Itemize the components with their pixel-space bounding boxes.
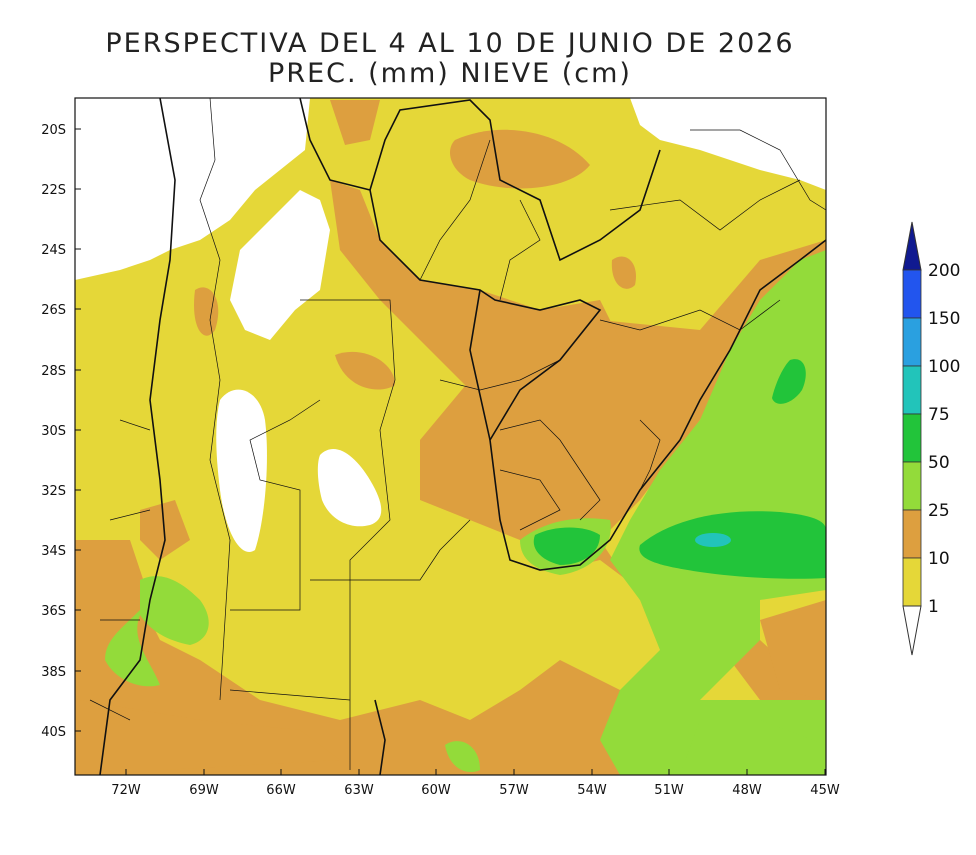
colorbar-label: 10 — [928, 549, 950, 569]
lat-label: 28S — [41, 364, 66, 379]
lat-label: 32S — [41, 484, 66, 499]
colorbar-arrow-bottom — [902, 605, 922, 656]
colorbar-label: 150 — [928, 309, 960, 329]
lon-label: 69W — [189, 783, 219, 798]
lon-label: 54W — [577, 783, 607, 798]
lon-label: 63W — [344, 783, 374, 798]
colorbar-50-75 — [902, 413, 922, 463]
colorbar-1-10 — [902, 557, 922, 607]
lat-ticks — [75, 128, 81, 732]
field-50-75 — [533, 359, 826, 579]
lon-label: 57W — [499, 783, 529, 798]
lon-label: 45W — [810, 783, 840, 798]
lon-ticks — [125, 769, 826, 775]
colorbar-label: 25 — [928, 501, 950, 521]
lon-label: 60W — [421, 783, 451, 798]
colorbar-10-25 — [902, 509, 922, 559]
lat-label: 38S — [41, 665, 66, 680]
colorbar-100-150 — [902, 317, 922, 367]
map-title: PERSPECTIVA DEL 4 AL 10 DE JUNIO DE 2026 — [105, 28, 795, 59]
lat-label: 34S — [41, 544, 66, 559]
lat-label: 26S — [41, 303, 66, 318]
colorbar-150-200 — [902, 269, 922, 319]
colorbar-75-100 — [902, 365, 922, 415]
field-10-25 — [75, 100, 826, 775]
boundaries — [89, 98, 826, 775]
map-frame — [74, 97, 827, 776]
lon-labels: 72W 69W 66W 63W 60W 57W 54W 51W 48W 45W — [111, 783, 840, 798]
colorbar-label: 200 — [928, 261, 960, 281]
colorbar: 200 150 100 75 50 25 10 1 — [902, 221, 960, 656]
lat-label: 20S — [41, 123, 66, 138]
lon-label: 48W — [732, 783, 762, 798]
lat-label: 22S — [41, 183, 66, 198]
map-subtitle: PREC. (mm) NIEVE (cm) — [268, 58, 632, 89]
field-lt1 — [75, 98, 826, 552]
lat-label: 40S — [41, 725, 66, 740]
colorbar-label: 50 — [928, 453, 950, 473]
field-75-100 — [695, 533, 731, 547]
colorbar-25-50 — [902, 461, 922, 511]
colorbar-arrow-top — [902, 221, 922, 271]
colorbar-label: 75 — [928, 405, 950, 425]
lat-label: 30S — [41, 424, 66, 439]
lon-label: 51W — [654, 783, 684, 798]
colorbar-label: 1 — [928, 597, 939, 617]
map-field — [75, 98, 826, 775]
lat-label: 24S — [41, 243, 66, 258]
lon-label: 72W — [111, 783, 141, 798]
lat-label: 36S — [41, 604, 66, 619]
lon-label: 66W — [266, 783, 296, 798]
lat-labels: 20S 22S 24S 26S 28S 30S 32S 34S 36S 38S … — [41, 123, 66, 740]
colorbar-label: 100 — [928, 357, 960, 377]
